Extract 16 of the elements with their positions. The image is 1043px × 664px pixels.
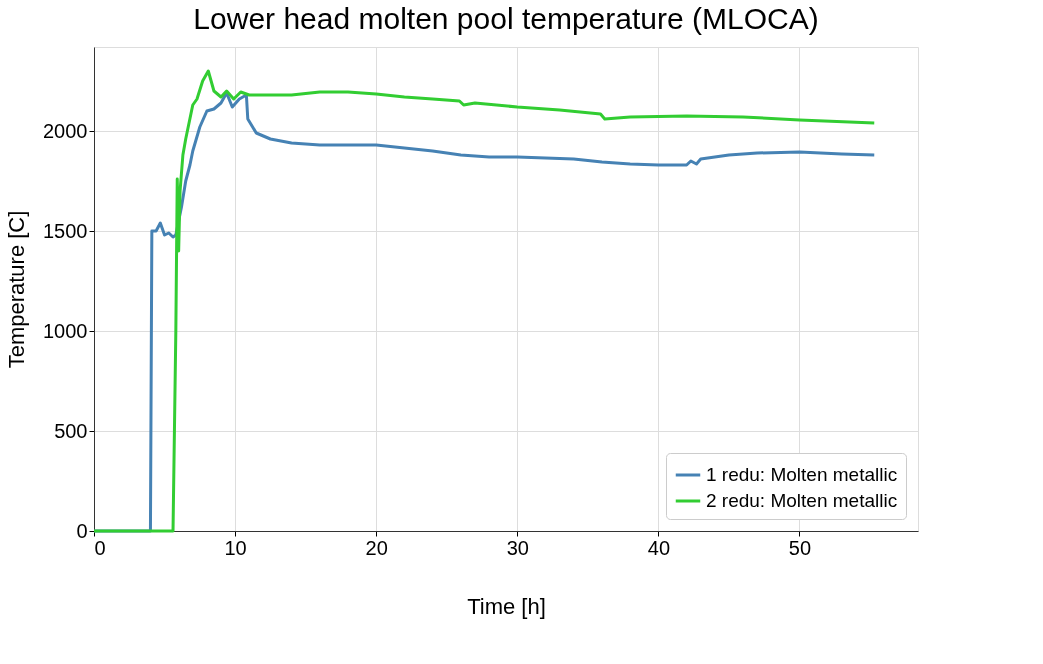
legend-label: 1 redu: Molten metallic bbox=[706, 464, 898, 485]
x-tick-label: 30 bbox=[506, 536, 529, 559]
y-tick-label: 500 bbox=[54, 419, 88, 442]
y-tick-label: 2000 bbox=[43, 119, 88, 142]
x-tick-label: 0 bbox=[94, 536, 106, 559]
x-tick-label: 20 bbox=[365, 536, 388, 559]
x-tick-label: 50 bbox=[788, 536, 812, 559]
chart-title: Lower head molten pool temperature (MLOCA) bbox=[193, 2, 819, 35]
y-axis-title: Temperature [C] bbox=[4, 210, 30, 369]
x-tick-label: 40 bbox=[647, 536, 671, 559]
y-tick-label: 1500 bbox=[43, 219, 88, 242]
x-tick-label: 10 bbox=[224, 536, 247, 559]
y-tick-label: 1000 bbox=[43, 319, 88, 342]
y-tick-label: 0 bbox=[76, 519, 88, 542]
x-axis-title: Time [h] bbox=[467, 593, 546, 619]
legend-label: 2 redu: Molten metallic bbox=[706, 490, 898, 511]
